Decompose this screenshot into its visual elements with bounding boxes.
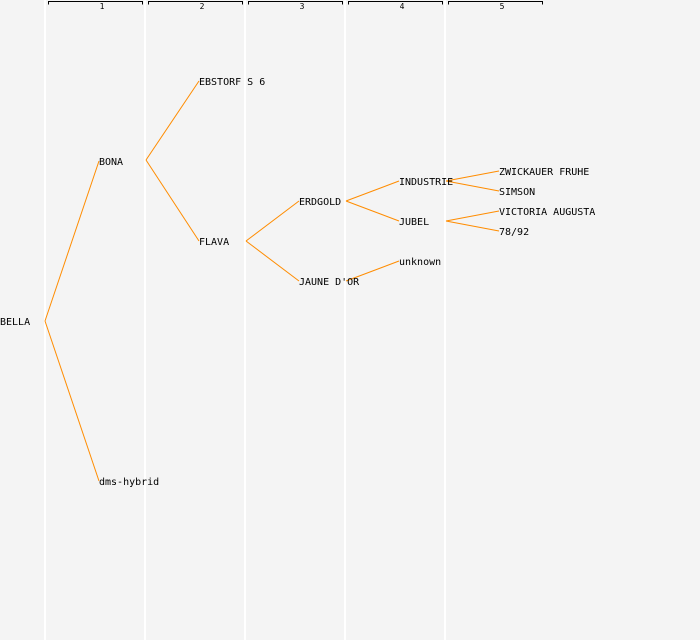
connector-flava-erdgold [245, 200, 300, 242]
node-gen2-dam[interactable]: FLAVA [199, 237, 229, 248]
connector-erdgold-industrie [345, 180, 400, 202]
generation-number: 1 [100, 2, 105, 11]
generation-header [48, 1, 543, 5]
connector-bona-ebstorf [145, 80, 200, 161]
connector-industrie-zwickauer [445, 170, 500, 182]
column-dividers [44, 0, 446, 640]
connector-jubel-victoria [445, 210, 500, 222]
generation-bracket [348, 1, 443, 5]
node-gen5-zwickauer[interactable]: ZWICKAUER FRUHE [499, 167, 589, 178]
node-gen3-sire[interactable]: ERDGOLD [299, 197, 341, 208]
node-root[interactable]: BELLA [0, 317, 30, 328]
generation-number: 2 [200, 2, 205, 11]
column-divider [144, 0, 146, 640]
generation-bracket [148, 1, 243, 5]
node-labels: BELLA BONA dms-hybrid EBSTORF S 6 FLAVA … [0, 77, 595, 488]
generation-number: 3 [300, 2, 305, 11]
connector-flava-jaune [245, 240, 300, 282]
connector-industrie-simson [445, 180, 500, 192]
node-gen4-jubel[interactable]: JUBEL [399, 217, 429, 228]
connector-bella-dms-hybrid [44, 320, 100, 482]
node-gen5-victoria[interactable]: VICTORIA AUGUSTA [499, 207, 595, 218]
node-gen4-unknown[interactable]: unknown [399, 257, 441, 268]
node-gen3-dam[interactable]: JAUNE D'OR [299, 277, 360, 288]
generation-bracket [448, 1, 543, 5]
generation-bracket [248, 1, 343, 5]
column-divider [344, 0, 346, 640]
connector-erdgold-jubel [345, 200, 400, 222]
connector-jubel-78-92 [445, 220, 500, 232]
node-gen1-sire[interactable]: BONA [99, 157, 123, 168]
connector-jaune-unknown [345, 260, 400, 282]
node-gen1-dam[interactable]: dms-hybrid [99, 477, 159, 488]
column-divider [444, 0, 446, 640]
node-gen2-sire[interactable]: EBSTORF S 6 [199, 77, 265, 88]
column-divider [244, 0, 246, 640]
generation-bracket [48, 1, 143, 5]
node-gen4-industrie[interactable]: INDUSTRIE [399, 177, 453, 188]
node-gen5-78-92[interactable]: 78/92 [499, 227, 529, 238]
generation-number: 4 [400, 2, 405, 11]
connector-bona-flava [145, 159, 200, 242]
connectors [44, 80, 500, 482]
connector-bella-bona [44, 160, 100, 322]
node-gen5-simson[interactable]: SIMSON [499, 187, 535, 198]
generation-numbers: 1 2 3 4 5 [100, 2, 505, 11]
generation-number: 5 [500, 2, 505, 11]
